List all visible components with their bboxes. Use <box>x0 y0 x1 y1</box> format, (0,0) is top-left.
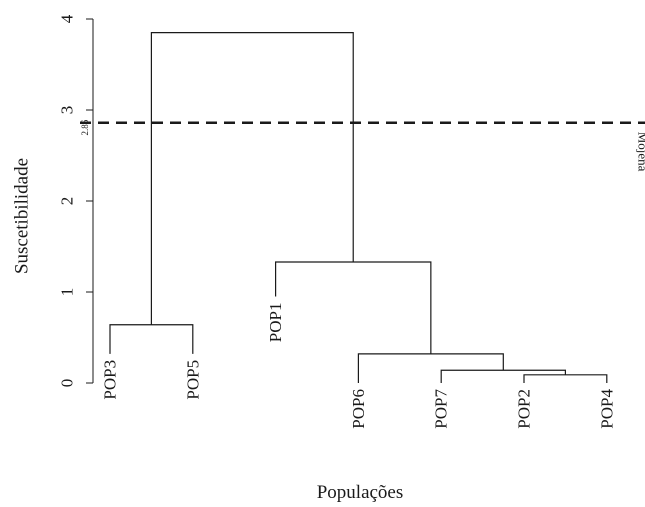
dendrogram-branches <box>109 32 608 383</box>
dendrogram-branch <box>440 369 566 383</box>
leaf-label: POP5 <box>183 360 202 400</box>
y-axis: 0 1 2 3 4 <box>58 14 94 387</box>
y-tick-label: 1 <box>58 288 77 297</box>
x-axis-title: Populações <box>317 482 404 503</box>
leaf-label: POP7 <box>432 389 451 429</box>
threshold-name-label: Mojena <box>636 132 645 172</box>
dendrogram-branch <box>275 261 432 354</box>
threshold-value-label: 2.86 <box>80 119 90 135</box>
y-tick-label: 0 <box>58 379 77 388</box>
leaf-label: POP4 <box>597 389 616 429</box>
dendrogram-branch <box>150 32 354 325</box>
y-tick-label: 4 <box>58 14 77 23</box>
leaf-label: POP1 <box>266 303 285 343</box>
leaf-labels: POP3 POP5 POP1 POP6 POP7 POP2 POP4 <box>101 303 617 429</box>
y-ticks: 0 1 2 3 4 <box>58 14 93 388</box>
dendrogram-branch <box>109 324 194 354</box>
leaf-label: POP2 <box>515 389 534 429</box>
leaf-label: POP3 <box>101 360 120 400</box>
y-axis-title: Suscetibilidade <box>12 158 33 274</box>
leaf-label: POP6 <box>349 389 368 429</box>
y-tick-label: 2 <box>58 197 77 206</box>
dendrogram-branch <box>523 374 608 383</box>
y-tick-label: 3 <box>58 106 77 115</box>
dendrogram-branch <box>357 353 504 383</box>
